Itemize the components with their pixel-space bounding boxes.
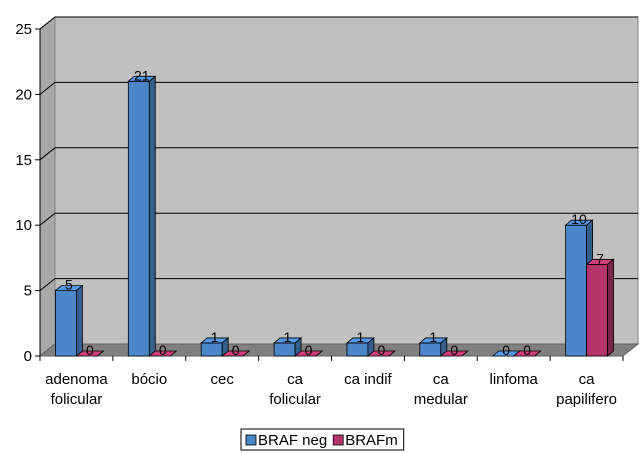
bar <box>54 284 84 357</box>
bar-side <box>170 350 177 357</box>
category-label: ca medular <box>414 371 468 408</box>
category-label: ca papilifero <box>556 371 617 408</box>
data-label: 21 <box>134 67 150 83</box>
data-label: 0 <box>523 342 531 358</box>
data-label: 0 <box>232 342 240 358</box>
data-label: 0 <box>502 342 510 358</box>
y-tick-label: 15 <box>15 152 32 169</box>
y-tick-label: 10 <box>15 217 32 234</box>
category-label: ca folicular <box>269 371 321 408</box>
bar <box>418 337 448 357</box>
data-label: 0 <box>378 342 386 358</box>
data-label: 1 <box>211 329 219 345</box>
gridline <box>39 16 638 30</box>
bar-side <box>607 258 614 357</box>
bar <box>585 258 615 357</box>
y-tick-label: 0 <box>24 348 32 365</box>
data-label: 0 <box>159 342 167 358</box>
gridline <box>39 278 638 291</box>
bar-side <box>315 350 323 357</box>
bar-front <box>565 224 587 357</box>
bar <box>345 337 376 357</box>
data-label: 0 <box>305 342 313 358</box>
legend-swatch <box>332 434 344 446</box>
category-label: adenoma folicular <box>45 371 108 408</box>
gridline <box>39 147 638 161</box>
legend-item: BRAFm <box>332 432 398 449</box>
y-tick-label: 5 <box>24 283 32 300</box>
data-label: 1 <box>284 329 292 345</box>
bar <box>221 350 251 357</box>
bar-side <box>242 350 250 357</box>
bar <box>439 350 469 357</box>
gridline <box>39 212 638 226</box>
y-tick-label: 25 <box>15 21 32 38</box>
bar <box>75 350 105 357</box>
y-tick-label: 20 <box>15 86 32 103</box>
bar-side <box>534 350 541 357</box>
bar <box>272 337 303 357</box>
bar <box>366 350 397 357</box>
category-label: cec <box>211 371 235 388</box>
bar-side <box>461 350 469 357</box>
legend-label: BRAF neg <box>258 432 327 449</box>
data-label: 1 <box>429 329 437 345</box>
bars <box>54 75 615 357</box>
data-label: 5 <box>65 277 73 293</box>
legend-swatch <box>245 434 257 446</box>
bar <box>512 350 542 357</box>
bar-side <box>388 350 396 357</box>
bar <box>293 350 324 357</box>
side-wall <box>39 15 56 358</box>
data-label: 0 <box>450 342 458 358</box>
category-label: bócio <box>131 371 167 388</box>
bar <box>148 350 178 357</box>
legend-label: BRAFm <box>345 432 398 449</box>
bar-front <box>55 290 77 357</box>
bar-front <box>127 80 150 357</box>
legend-box <box>240 428 405 451</box>
bar-side <box>148 75 156 357</box>
bar <box>127 75 157 357</box>
data-label: 10 <box>571 211 587 227</box>
bar-side <box>97 350 104 357</box>
data-label: 0 <box>86 342 94 358</box>
category-label: ca indif <box>344 371 392 388</box>
data-label: 7 <box>596 250 604 266</box>
gridline <box>39 81 638 95</box>
data-label: 1 <box>357 329 365 345</box>
bar-side <box>76 284 83 357</box>
legend-item: BRAF neg <box>245 432 327 449</box>
legend: BRAF neg BRAFm <box>240 428 405 451</box>
category-label: linfoma <box>490 371 539 388</box>
bar-front <box>586 264 608 357</box>
